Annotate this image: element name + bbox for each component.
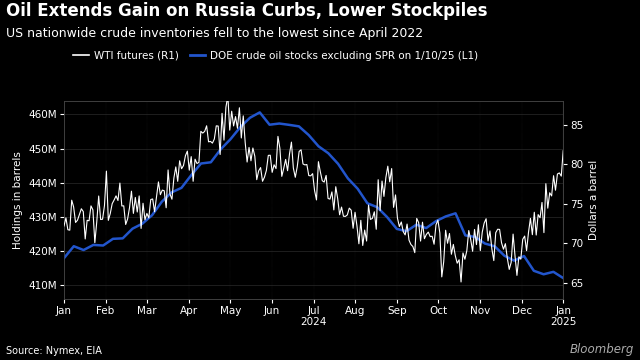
Y-axis label: Dollars a barrel: Dollars a barrel [589,160,599,240]
Text: US nationwide crude inventories fell to the lowest since April 2022: US nationwide crude inventories fell to … [6,27,424,40]
Text: Source: Nymex, EIA: Source: Nymex, EIA [6,346,102,356]
Text: Bloomberg: Bloomberg [569,343,634,356]
Y-axis label: Holdings in barrels: Holdings in barrels [13,151,23,249]
Legend: WTI futures (R1), DOE crude oil stocks excluding SPR on 1/10/25 (L1): WTI futures (R1), DOE crude oil stocks e… [69,46,483,65]
Text: Oil Extends Gain on Russia Curbs, Lower Stockpiles: Oil Extends Gain on Russia Curbs, Lower … [6,2,488,20]
